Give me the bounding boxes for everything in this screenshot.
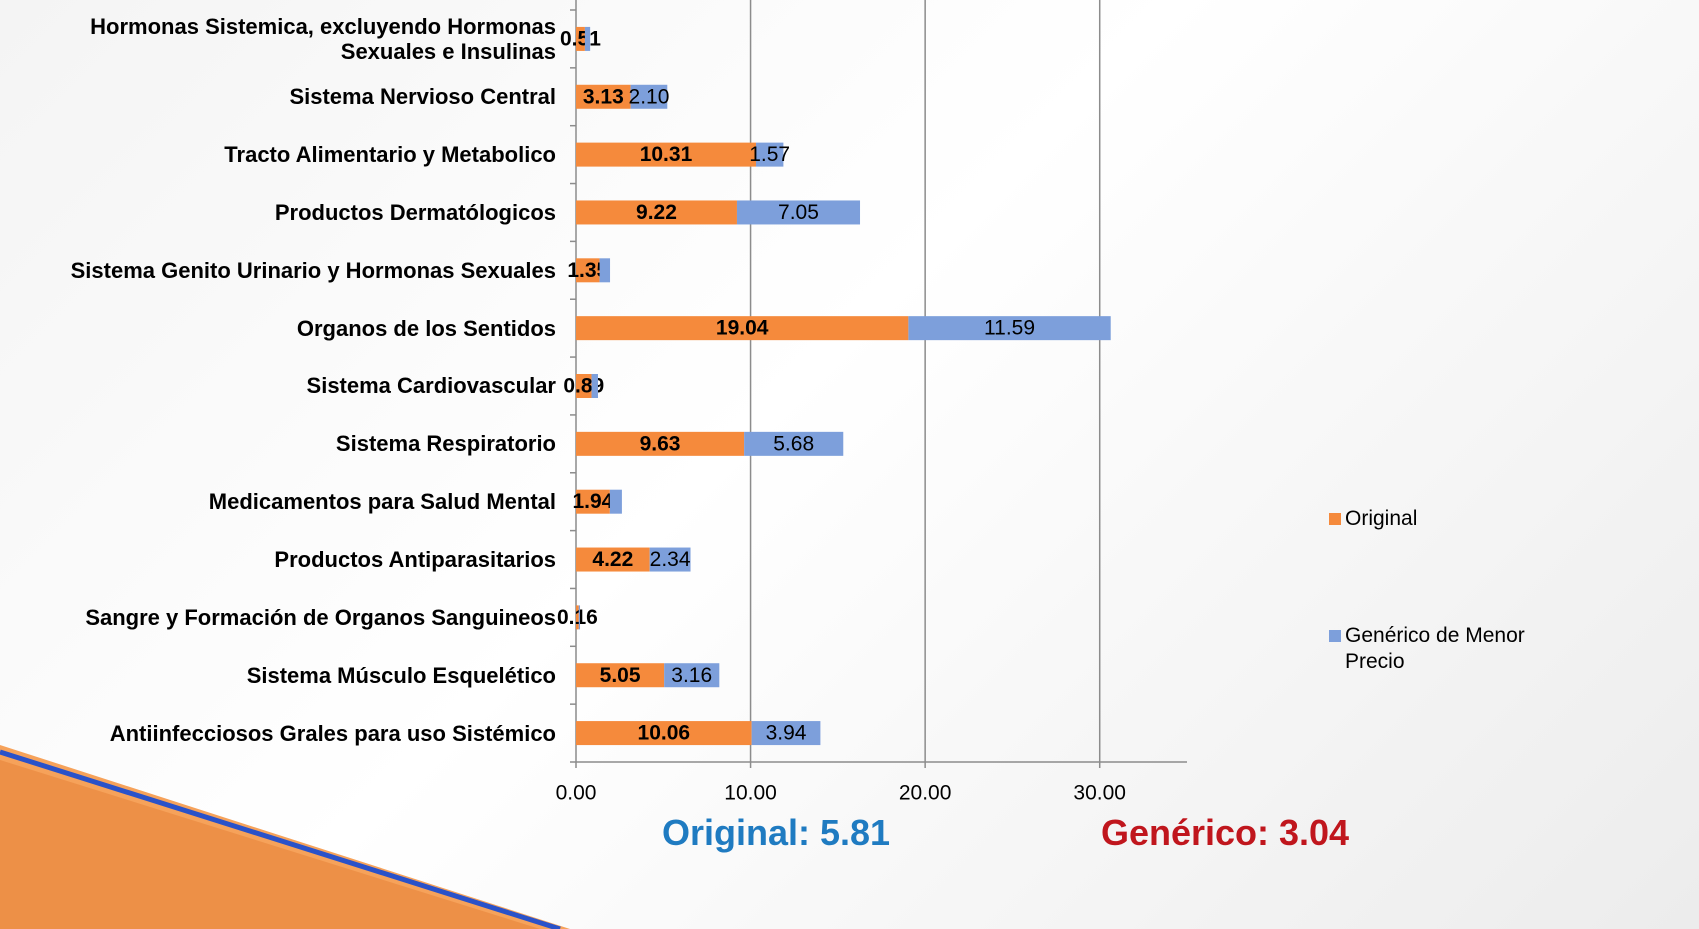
bar-segment <box>585 27 590 51</box>
data-label: 10.31 <box>640 143 693 166</box>
data-label: 4.22 <box>592 548 633 571</box>
category-label: Sistema Cardiovascular <box>0 357 556 415</box>
page: 0.00 10.00 20.00 30.00 0.51 3.132.10 10.31 1.57… <box>0 0 1699 929</box>
data-label: 9.22 <box>636 201 677 224</box>
decoration <box>0 745 570 929</box>
data-label: 5.68 <box>773 432 814 455</box>
data-label: 0.89 <box>563 375 604 398</box>
data-label: 11.59 <box>984 317 1035 340</box>
data-label: 10.06 <box>638 722 691 745</box>
bar-segment <box>610 490 622 514</box>
data-label: 2.10 <box>629 85 670 108</box>
legend-swatch <box>1329 513 1341 525</box>
x-tick-label: 30.00 <box>1073 782 1126 805</box>
data-label: 2.34 <box>650 548 691 571</box>
category-label: Medicamentos para Salud Mental <box>0 473 556 531</box>
data-label: 3.16 <box>671 664 712 687</box>
category-label: Productos Dermatólogicos <box>0 184 556 242</box>
x-tick-label: 20.00 <box>899 782 952 805</box>
category-label: Organos de los Sentidos <box>0 299 556 357</box>
data-label: 3.13 <box>583 85 624 108</box>
data-label: 9.63 <box>640 432 681 455</box>
legend-label: Genérico de Menor Precio <box>1345 623 1565 675</box>
data-label: 19.04 <box>716 317 769 340</box>
category-label: Sistema Genito Urinario y Hormonas Sexua… <box>0 241 556 299</box>
data-label: 7.05 <box>778 201 819 224</box>
legend-swatch <box>1329 630 1341 642</box>
category-label: Hormonas Sistemica, excluyendo Hormonas … <box>0 10 556 68</box>
x-tick-label: 0.00 <box>556 782 597 805</box>
category-label: Tracto Alimentario y Metabolico <box>0 126 556 184</box>
category-label: Sistema Respiratorio <box>0 415 556 473</box>
data-label: 3.94 <box>766 722 807 745</box>
category-label: Antiinfecciosos Grales para uso Sistémic… <box>0 704 556 762</box>
data-label: 1.57 <box>749 143 790 166</box>
bar-segment <box>579 605 580 629</box>
category-label: Sangre y Formación de Organos Sanguineos <box>0 588 556 646</box>
category-label: Sistema Nervioso Central <box>0 68 556 126</box>
annotation: Original: 5.81 <box>662 812 890 854</box>
category-label: Sistema Músculo Esquelético <box>0 646 556 704</box>
data-label: 5.05 <box>600 664 641 687</box>
annotation: Genérico: 3.04 <box>1101 812 1349 854</box>
bar-segment <box>592 374 598 398</box>
bar-segment <box>600 258 610 282</box>
data-label: 1.94 <box>572 490 613 513</box>
legend-label: Original <box>1345 506 1565 532</box>
category-label: Productos Antiparasitarios <box>0 531 556 589</box>
data-label: 0.51 <box>560 27 601 50</box>
x-tick-label: 10.00 <box>724 782 777 805</box>
data-label: 0.16 <box>557 606 598 629</box>
